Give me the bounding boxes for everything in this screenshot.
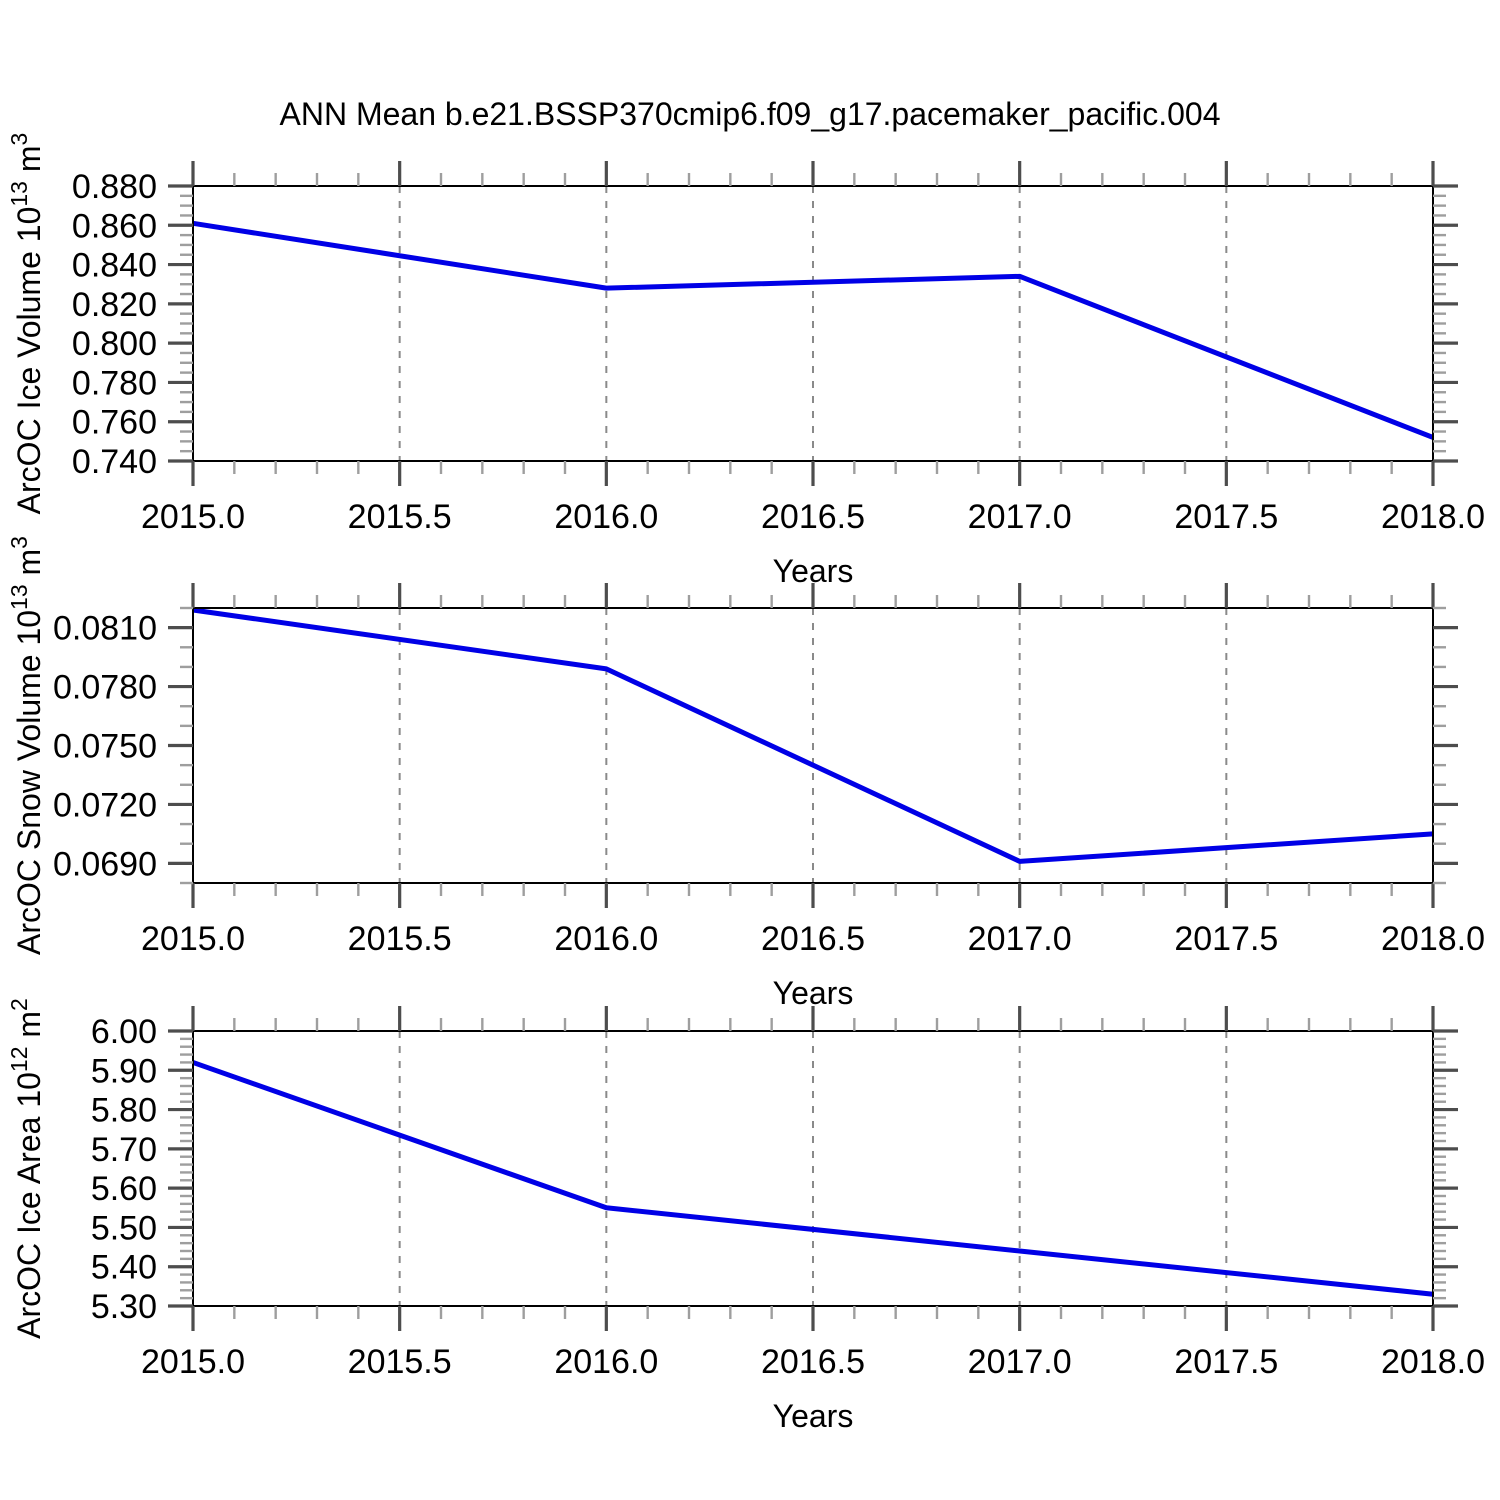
x-axis-title: Years — [773, 1398, 854, 1434]
y-axis-title: ArcOC Ice Volume 1013 m3 — [6, 133, 47, 515]
y-tick-label: 0.0810 — [53, 610, 157, 648]
y-title-superscript: 13 — [6, 181, 32, 207]
y-tick-label: 0.0690 — [53, 845, 157, 883]
y-tick-label: 0.860 — [72, 207, 157, 245]
x-axis-title: Years — [773, 975, 854, 1011]
y-tick-label: 0.0750 — [53, 728, 157, 766]
y-title-text: ArcOC Ice Volume 10 — [11, 207, 47, 515]
y-tick-label: 5.80 — [91, 1092, 157, 1130]
y-tick-label: 0.0720 — [53, 786, 157, 824]
x-tick-label: 2016.0 — [554, 1343, 658, 1381]
panel-arcoc-ice-volume: 0.8800.8600.8400.8200.8000.7800.7600.740… — [6, 133, 1485, 589]
x-tick-label: 2018.0 — [1381, 1343, 1485, 1381]
y-axis-title: ArcOC Ice Area 1012 m2 — [6, 998, 47, 1339]
y-tick-label: 5.30 — [91, 1288, 157, 1326]
x-tick-label: 2018.0 — [1381, 920, 1485, 958]
y-title-text: ArcOC Ice Area 10 — [11, 1072, 47, 1339]
y-tick-label: 5.50 — [91, 1209, 157, 1247]
y-tick-label: 0.880 — [72, 168, 157, 206]
x-tick-label: 2018.0 — [1381, 498, 1485, 536]
x-tick-label: 2015.5 — [348, 498, 452, 536]
data-line — [192, 1060, 1434, 1297]
y-title-text: ArcOC Snow Volume 10 — [11, 610, 47, 955]
y-tick-label: 0.0780 — [53, 669, 157, 707]
x-tick-label: 2015.5 — [348, 920, 452, 958]
x-tick-label: 2017.5 — [1174, 1343, 1278, 1381]
y-title-superscript: 13 — [6, 584, 32, 610]
y-title-superscript: 12 — [6, 1046, 32, 1072]
y-tick-label: 0.820 — [72, 286, 157, 324]
y-title-superscript: 3 — [6, 133, 32, 146]
y-title-text: m — [11, 1011, 47, 1047]
x-tick-label: 2015.0 — [141, 1343, 245, 1381]
data-line — [192, 220, 1434, 440]
y-title-text: m — [11, 145, 47, 181]
y-tick-label: 6.00 — [91, 1013, 157, 1051]
x-tick-label: 2017.0 — [968, 498, 1072, 536]
x-tick-label: 2016.5 — [761, 498, 865, 536]
panel-arcoc-ice-area: 6.005.905.805.705.605.505.405.30 2015.0 20… — [6, 998, 1485, 1434]
y-title-text: m — [11, 549, 47, 585]
y-title-superscript: 2 — [6, 998, 32, 1011]
panel-arcoc-snow-volume: 0.0810 0.0780 0.0750 0.0720 0.0690 2015.0 2015… — [6, 536, 1485, 1011]
x-tick-label: 2017.0 — [968, 1343, 1072, 1381]
x-tick-label: 2016.5 — [761, 1343, 865, 1381]
x-tick-label: 2017.0 — [968, 920, 1072, 958]
x-tick-label: 2017.5 — [1174, 498, 1278, 536]
y-title-superscript: 3 — [6, 536, 32, 549]
y-tick-label: 5.70 — [91, 1131, 157, 1169]
chart-title: ANN Mean b.e21.BSSP370cmip6.f09_g17.pace… — [279, 96, 1221, 132]
y-tick-label: 0.780 — [72, 364, 157, 402]
x-tick-label: 2017.5 — [1174, 920, 1278, 958]
y-axis-title: ArcOC Snow Volume 1013 m3 — [6, 536, 47, 955]
y-tick-label: 5.40 — [91, 1249, 157, 1287]
x-tick-label: 2016.5 — [761, 920, 865, 958]
y-tick-label: 0.740 — [72, 443, 157, 481]
x-tick-label: 2015.0 — [141, 498, 245, 536]
x-tick-label: 2015.5 — [348, 1343, 452, 1381]
y-tick-label: 0.760 — [72, 404, 157, 442]
y-tick-label: 0.840 — [72, 247, 157, 285]
y-tick-label: 5.90 — [91, 1052, 157, 1090]
x-tick-label: 2016.0 — [554, 498, 658, 536]
y-tick-label: 5.60 — [91, 1170, 157, 1208]
data-line — [192, 607, 1434, 864]
y-tick-label: 0.800 — [72, 325, 157, 363]
x-tick-label: 2016.0 — [554, 920, 658, 958]
x-tick-label: 2015.0 — [141, 920, 245, 958]
